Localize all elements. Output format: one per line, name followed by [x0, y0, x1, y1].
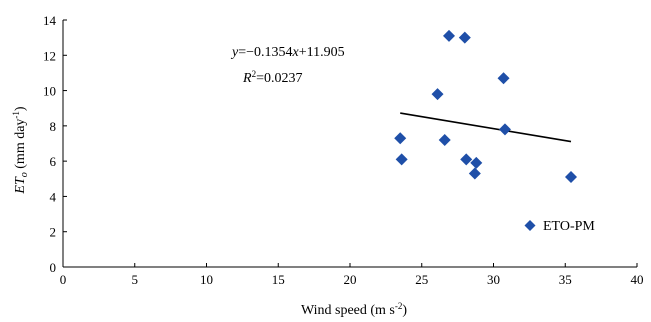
data-point: [497, 72, 510, 85]
x-tick-label: 5: [132, 272, 139, 287]
data-point: [394, 132, 407, 145]
y-tick-label: 6: [50, 154, 57, 169]
data-point: [431, 88, 444, 101]
legend-marker: [524, 220, 536, 231]
legend: ETO-PM: [524, 219, 595, 234]
x-tick-label: 20: [344, 272, 357, 287]
y-tick-label: 8: [50, 119, 57, 134]
y-axis-title: ETo (mm day-1): [11, 106, 30, 195]
data-point: [438, 133, 451, 146]
x-tick-label: 0: [60, 272, 67, 287]
trend-equation: y=−0.1354x+11.905: [230, 45, 345, 60]
data-point: [498, 123, 511, 136]
data-point: [470, 156, 483, 169]
r-squared: R2=0.0237: [242, 69, 302, 86]
data-points: [394, 29, 577, 184]
y-tick-label: 10: [43, 84, 56, 99]
y-tick-label: 2: [50, 225, 57, 240]
y-tick-label: 0: [50, 260, 57, 275]
axes: [62, 19, 638, 268]
x-axis-title: Wind speed (m s-2): [301, 301, 407, 318]
y-tick-label: 14: [43, 13, 57, 28]
x-tick-label: 10: [200, 272, 213, 287]
x-tick-label: 30: [487, 272, 500, 287]
data-point: [443, 29, 456, 42]
data-point: [458, 31, 471, 44]
legend-label: ETO-PM: [543, 219, 595, 234]
tick-labels: 0 5 10 15 20 25 30 35 40 0 2 4 6 8 10 12 14: [43, 13, 644, 287]
data-point: [460, 153, 473, 166]
y-tick-label: 12: [43, 48, 56, 63]
data-point: [564, 171, 577, 184]
data-point: [468, 167, 481, 180]
trendline-path: [400, 112, 572, 143]
y-tick-label: 4: [50, 189, 57, 204]
trendline: [400, 112, 572, 143]
x-tick-label: 15: [272, 272, 285, 287]
x-tick-label: 40: [631, 272, 644, 287]
x-tick-label: 25: [415, 272, 428, 287]
data-point: [395, 153, 408, 166]
x-tick-label: 35: [559, 272, 572, 287]
